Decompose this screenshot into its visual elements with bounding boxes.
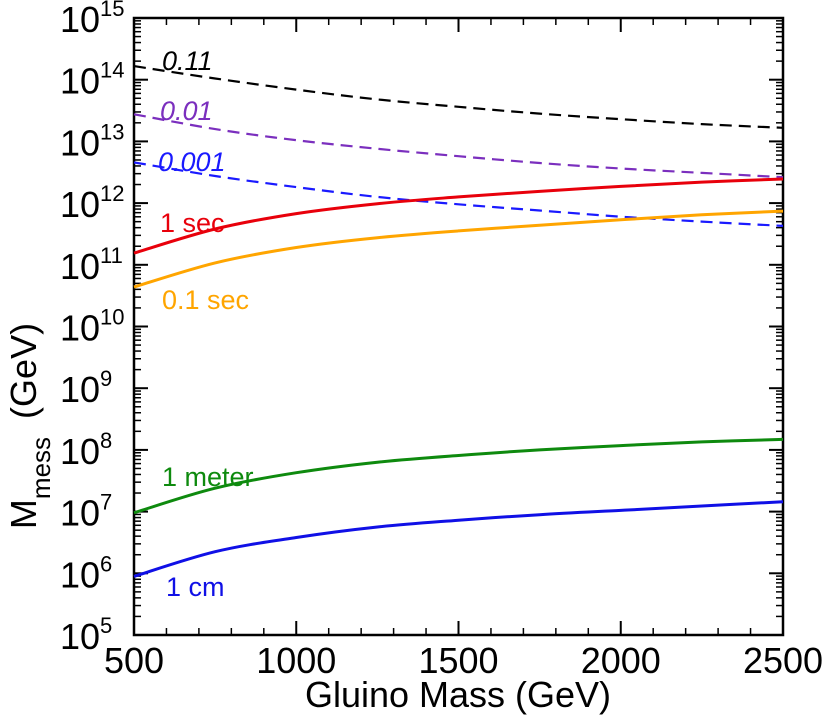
series-line-1-meter [133,437,784,515]
y-tick-label: 106 [60,551,112,595]
x-tick-label: 500 [104,640,164,681]
series-label-1-meter: 1 meter [162,462,254,492]
series-line-1-sec [133,177,784,255]
curve-labels: 0.11 0.01 0.001 1 sec 0.1 sec 1 meter 1 cm [158,46,254,602]
series-label-0-1-sec: 0.1 sec [162,285,249,315]
y-tick-label: 105 [60,613,112,657]
y-tick-label: 108 [60,428,112,472]
x-tick-label: 1000 [256,640,336,681]
plot-frame [132,16,785,637]
y-tick-label: 1010 [60,305,125,349]
y-tick-label: 1013 [60,119,125,163]
x-tick-label: 2000 [581,640,661,681]
tick-labels: 500 1000 1500 2000 2500 105 106 107 108 109 1010 10… [60,0,823,681]
y-axis-title-sub: mess [26,437,56,499]
y-tick-label: 1012 [60,181,125,225]
series-line-0-11 [133,65,784,129]
series-label-1-sec: 1 sec [160,208,225,238]
series-label-1-cm: 1 cm [166,572,225,602]
series-line-0-1-sec [133,209,784,289]
series-line-1-cm [133,500,784,578]
y-tick-label: 109 [60,366,112,410]
series-label-0-001: 0.001 [158,147,226,177]
y-tick-label: 1015 [60,0,125,40]
x-axis-title: Gluino Mass (GeV) [305,674,611,715]
svg-text:Mmess(GeV): Mmess (GeV) [3,323,56,529]
y-tick-label: 1014 [60,58,125,102]
series-label-0-01: 0.01 [160,96,213,126]
y-axis-title: Mmess (GeV) [3,323,56,529]
y-tick-label: 1011 [60,243,123,287]
y-axis-title-main: M [3,499,44,529]
series-line-0-01 [133,113,784,179]
x-tick-label: 1500 [418,640,498,681]
series-label-0-11: 0.11 [162,46,213,76]
x-tick-label: 2500 [743,640,823,681]
data-curves [133,65,784,578]
axis-ticks [133,17,784,636]
series-line-0-001 [133,161,784,227]
y-axis-title-unit: (GeV) [3,323,44,419]
y-tick-label: 107 [60,490,112,534]
